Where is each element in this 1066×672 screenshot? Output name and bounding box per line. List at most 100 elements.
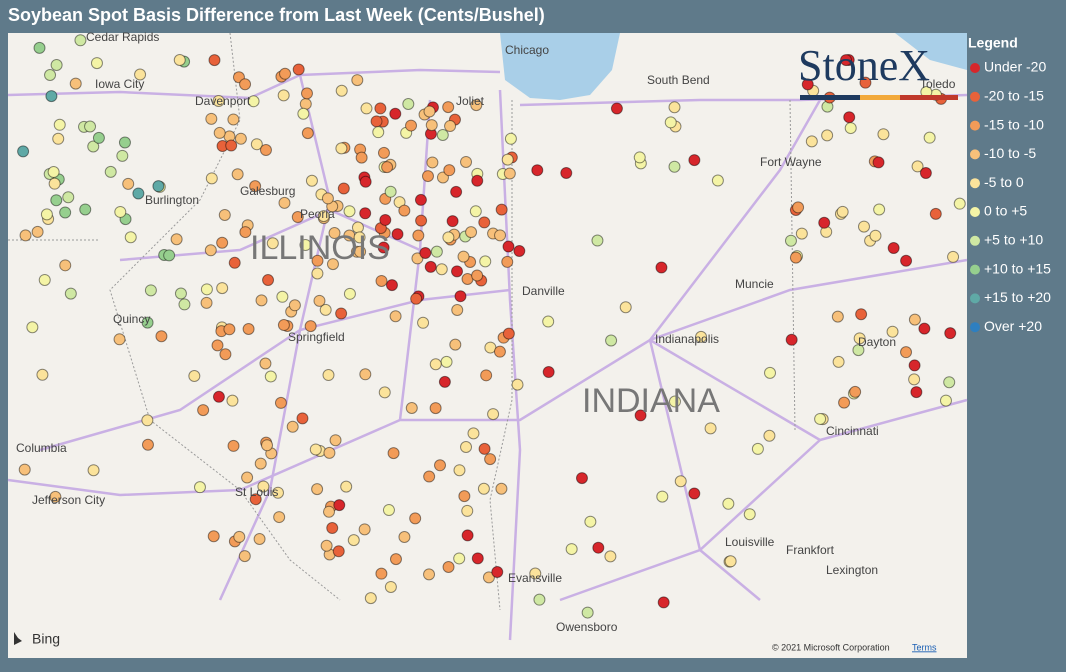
marker [225, 139, 238, 152]
marker [785, 333, 798, 346]
marker [443, 164, 456, 177]
city-label: Fort Wayne [760, 155, 822, 169]
marker [886, 325, 899, 338]
legend-title: Legend [968, 35, 1018, 51]
legend-swatch [970, 293, 980, 304]
marker [724, 555, 737, 568]
marker [838, 396, 851, 409]
city-label: Peoria [300, 207, 335, 221]
marker [943, 376, 956, 389]
legend-swatch [970, 264, 980, 275]
marker [743, 508, 756, 521]
marker [141, 414, 154, 427]
marker [542, 366, 555, 379]
marker [923, 131, 936, 144]
city-label: Owensboro [556, 620, 618, 634]
marker [279, 67, 292, 80]
marker [501, 153, 514, 166]
terms-link[interactable]: Terms [912, 642, 937, 652]
marker [200, 296, 213, 309]
marker [26, 321, 39, 334]
marker [213, 126, 226, 139]
marker [944, 327, 957, 340]
legend-swatch [970, 207, 980, 217]
marker [764, 366, 777, 379]
marker [414, 193, 427, 206]
marker [360, 102, 373, 115]
marker [494, 229, 507, 242]
marker [477, 482, 490, 495]
city-label: Danville [522, 284, 565, 298]
marker [320, 539, 333, 552]
marker [47, 165, 60, 178]
marker [840, 54, 853, 67]
marker [288, 299, 301, 312]
marker [461, 529, 474, 542]
marker [257, 480, 270, 493]
city-label: Dayton [858, 335, 896, 349]
marker [124, 231, 137, 244]
marker [92, 131, 105, 144]
marker [321, 192, 334, 205]
marker [668, 395, 681, 408]
marker [792, 201, 805, 214]
marker [908, 373, 921, 386]
map[interactable]: Cedar Rapids Iowa City Davenport Galesburg B… [7, 30, 968, 658]
legend-swatch [970, 91, 980, 102]
marker [560, 166, 573, 179]
marker [79, 203, 92, 216]
marker [849, 385, 862, 398]
marker [335, 142, 348, 155]
marker [381, 161, 394, 174]
marker [141, 316, 154, 329]
city-label: Joliet [456, 94, 485, 108]
marker [604, 550, 617, 563]
marker [311, 267, 324, 280]
marker [374, 102, 387, 115]
city-label: Burlington [145, 193, 199, 207]
marker [503, 167, 516, 180]
marker [836, 205, 849, 218]
legend-swatch [970, 322, 980, 333]
marker [424, 260, 437, 273]
place-labels: Cedar Rapids Iowa City Davenport Galesburg B… [16, 30, 956, 634]
city-label: Louisville [725, 535, 775, 549]
marker [939, 394, 952, 407]
city-label: Muncie [735, 277, 774, 291]
marker [262, 274, 275, 287]
marker [286, 420, 299, 433]
marker [480, 369, 493, 382]
marker [592, 541, 605, 554]
logo-bar [860, 95, 900, 100]
marker [311, 483, 324, 496]
legend-label: +10 to +15 [984, 260, 1051, 276]
marker [354, 245, 367, 258]
marker [929, 207, 942, 220]
marker [305, 174, 318, 187]
marker [389, 310, 402, 323]
marker [805, 135, 818, 148]
marker [843, 111, 856, 124]
legend-swatch [970, 149, 980, 160]
marker [372, 126, 385, 139]
legend-swatch [970, 235, 980, 246]
marker [233, 530, 246, 543]
marker [495, 203, 508, 216]
marker [704, 422, 717, 435]
marker [329, 434, 342, 447]
marker [467, 427, 480, 440]
marker [163, 249, 176, 262]
city-label: Cedar Rapids [86, 30, 159, 44]
marker [299, 97, 312, 110]
marker [322, 505, 335, 518]
marker [434, 459, 447, 472]
marker [299, 239, 312, 252]
marker [947, 250, 960, 263]
marker [855, 308, 868, 321]
marker [326, 258, 339, 271]
marker [17, 145, 30, 158]
marker [50, 59, 63, 72]
marker [216, 236, 229, 249]
legend-label: Over +20 [984, 318, 1042, 334]
